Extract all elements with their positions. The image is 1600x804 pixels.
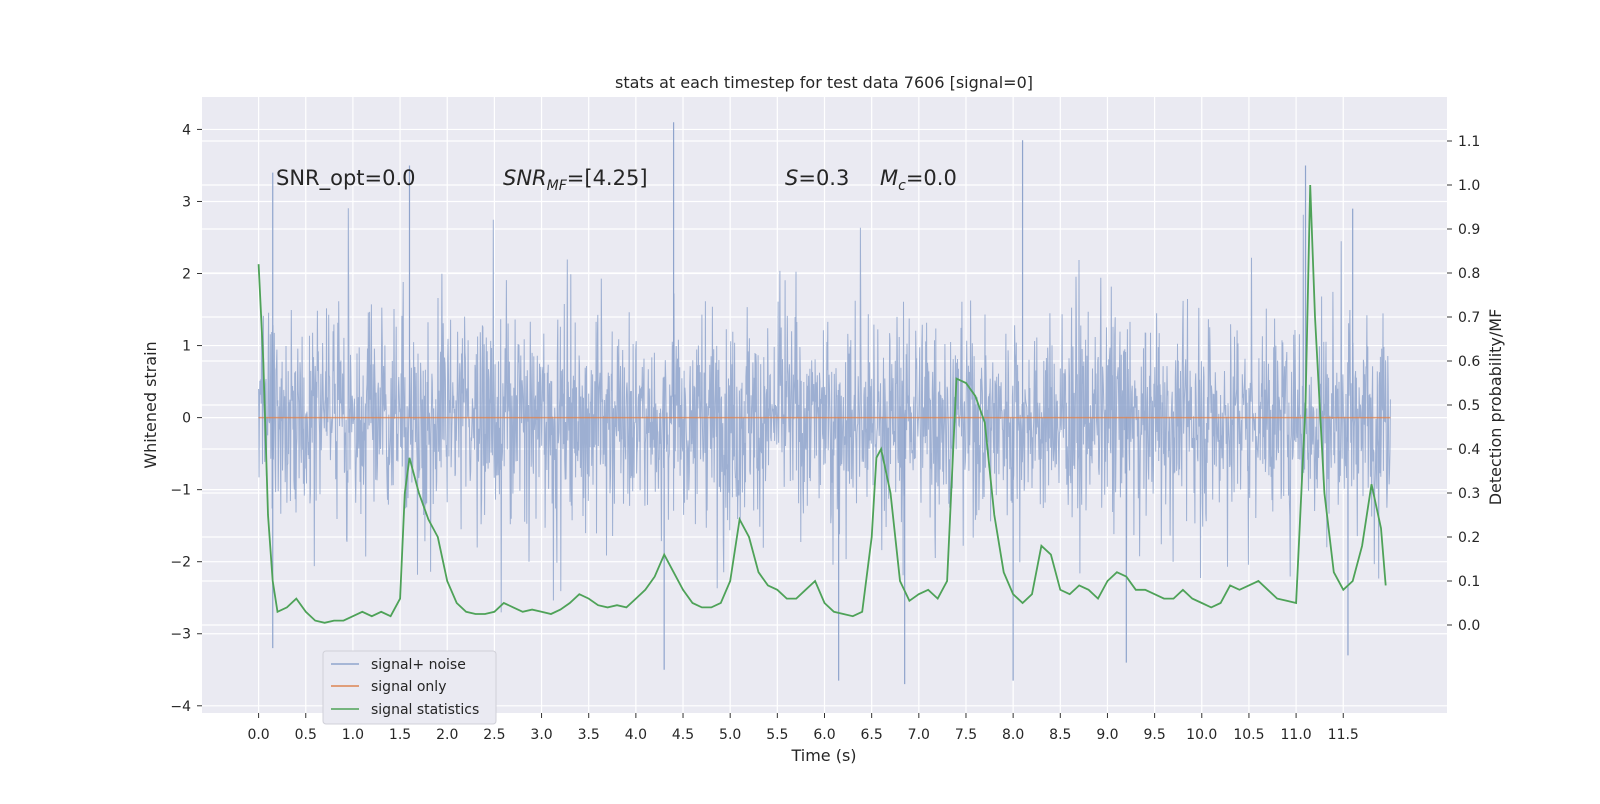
x-axis-label: Time (s) — [790, 746, 856, 765]
right-y-tick-label: 0.5 — [1458, 398, 1480, 414]
right-y-tick-label: 1.0 — [1458, 178, 1480, 194]
legend-label-signal-statistics: signal statistics — [371, 702, 479, 718]
right-y-tick-label: 0.2 — [1458, 530, 1480, 546]
right-y-tick-label: 0.6 — [1458, 354, 1480, 370]
signal-statistics-line — [257, 184, 1387, 624]
left-y-tick-label: −1 — [170, 483, 191, 499]
right-y-tick-label: 0.0 — [1458, 618, 1480, 634]
x-tick-label: 0.5 — [295, 727, 317, 743]
annotation-mc-sub: c — [898, 178, 906, 194]
x-tick-label: 2.5 — [483, 727, 505, 743]
chart-title: stats at each timestep for test data 760… — [615, 73, 1033, 92]
x-axis-ticks: 0.0 0.5 1.0 1.5 2.0 2.5 3.0 3.5 4.0 4.5 5.0 5.5 6.0 6… — [247, 713, 1359, 743]
left-y-axis-ticks: −4 −3 −2 −1 0 1 2 3 4 — [170, 122, 202, 715]
annotation-mc: Mc=0.0 — [880, 166, 957, 194]
x-tick-label: 9.0 — [1096, 727, 1118, 743]
annotation-snr-mf-main: SNR — [503, 166, 547, 190]
legend-box — [322, 650, 497, 725]
annotation-snr-opt: SNR_opt=0.0 — [276, 166, 416, 191]
annotation-snr-mf-value: =[4.25] — [567, 166, 648, 190]
x-tick-label: 4.5 — [672, 727, 694, 743]
left-y-tick-label: −4 — [170, 699, 191, 715]
x-tick-label: 11.5 — [1328, 727, 1359, 743]
left-y-axis-label: Whitened strain — [141, 341, 160, 468]
x-tick-label: 1.5 — [389, 727, 411, 743]
annotation-mc-value: =0.0 — [906, 166, 957, 190]
x-tick-label: 2.0 — [436, 727, 458, 743]
left-y-tick-label: 3 — [182, 194, 191, 210]
right-y-tick-label: 0.1 — [1458, 574, 1480, 590]
x-tick-label: 11.0 — [1281, 727, 1312, 743]
left-y-tick-label: −3 — [170, 627, 191, 643]
x-tick-label: 10.5 — [1233, 727, 1264, 743]
x-tick-label: 9.5 — [1143, 727, 1165, 743]
annotation-snr-mf: SNRMF=[4.25] — [503, 166, 648, 194]
annotation-s: S=0.3 — [785, 166, 849, 190]
right-y-tick-label: 0.3 — [1458, 486, 1480, 502]
legend-label-signal-noise: signal+ noise — [371, 657, 466, 673]
right-y-axis-label: Detection probability/MF — [1486, 309, 1505, 506]
left-y-tick-label: −2 — [170, 555, 191, 571]
x-tick-label: 0.0 — [247, 727, 269, 743]
right-y-tick-label: 0.9 — [1458, 222, 1480, 238]
x-tick-label: 8.5 — [1049, 727, 1071, 743]
x-tick-label: 5.5 — [766, 727, 788, 743]
x-tick-label: 3.5 — [578, 727, 600, 743]
left-y-tick-label: 0 — [182, 411, 191, 427]
x-tick-label: 4.0 — [625, 727, 647, 743]
left-y-tick-label: 4 — [182, 122, 191, 138]
annotation-s-value: =0.3 — [798, 166, 849, 190]
x-tick-label: 10.0 — [1186, 727, 1217, 743]
annotation-s-main: S — [785, 166, 798, 190]
x-tick-label: 5.0 — [719, 727, 741, 743]
right-y-tick-label: 1.1 — [1458, 134, 1480, 150]
series-signal-noise — [258, 122, 1391, 685]
x-tick-label: 7.5 — [955, 727, 977, 743]
legend-label-signal-only: signal only — [371, 679, 446, 695]
x-tick-label: 8.0 — [1002, 727, 1024, 743]
right-y-tick-label: 0.7 — [1458, 310, 1480, 326]
x-tick-label: 3.0 — [530, 727, 552, 743]
left-y-tick-label: 1 — [182, 339, 191, 355]
series-signal-statistics — [257, 184, 1387, 624]
left-y-tick-label: 2 — [182, 267, 191, 283]
right-y-tick-label: 0.8 — [1458, 266, 1480, 282]
right-y-tick-label: 0.4 — [1458, 442, 1480, 458]
annotation-snr-mf-sub: MF — [547, 178, 568, 194]
annotation-mc-main: M — [880, 166, 898, 190]
x-tick-label: 6.5 — [861, 727, 883, 743]
signal-noise-trace — [258, 208, 1391, 613]
x-tick-label: 7.0 — [908, 727, 930, 743]
x-tick-label: 6.0 — [813, 727, 835, 743]
legend: signal+ noise signal only signal statist… — [322, 650, 497, 725]
right-y-axis-ticks: 0.0 0.1 0.2 0.3 0.4 0.5 0.6 0.7 0.8 0.9 1.0 1.1 — [1447, 134, 1480, 634]
x-tick-label: 1.0 — [342, 727, 364, 743]
